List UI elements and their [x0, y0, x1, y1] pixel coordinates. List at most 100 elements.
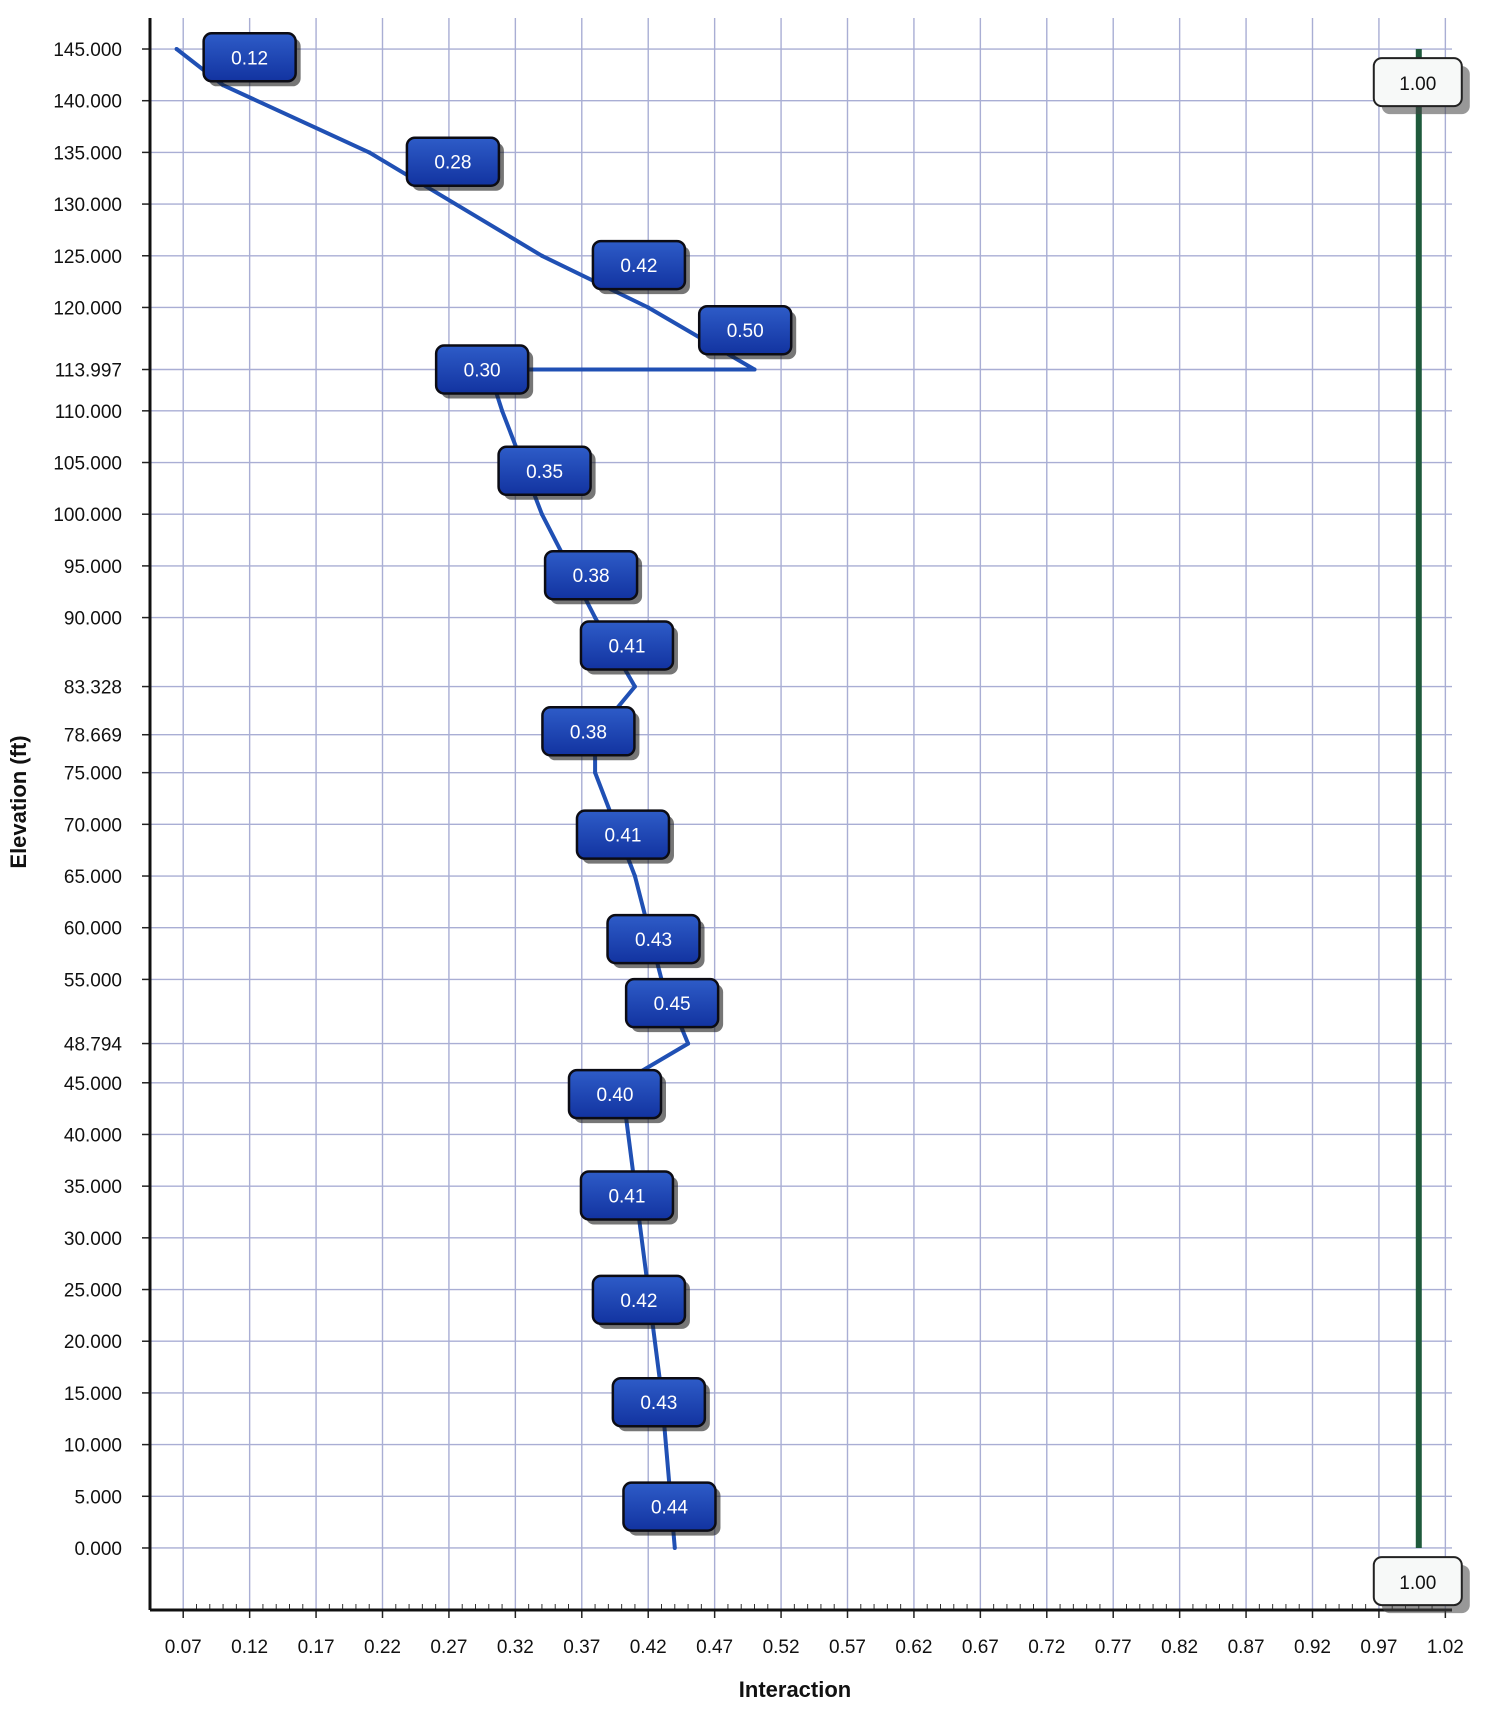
series-point	[632, 684, 637, 689]
y-tick-label: 83.328	[64, 678, 122, 699]
y-axis-ticks: 0.000 5.000 10.000 15.000 20.000 25.000 30.000…	[53, 40, 122, 1560]
x-tick-label: 0.52	[763, 1637, 800, 1658]
data-label: 0.38	[573, 566, 610, 587]
limit-label-box	[1372, 57, 1463, 108]
y-tick-label: 45.000	[64, 1074, 122, 1095]
data-label: 0.30	[464, 360, 501, 381]
y-tick-label: 60.000	[64, 919, 122, 940]
data-label-box	[202, 32, 297, 83]
limit-label: 1.00	[1399, 74, 1436, 95]
series-point	[367, 150, 372, 155]
data-label: 0.43	[635, 930, 672, 951]
data-label: 0.40	[597, 1085, 634, 1106]
data-label: 0.50	[727, 321, 764, 342]
y-tick-label: 40.000	[64, 1125, 122, 1146]
data-label-box	[606, 913, 701, 965]
y-tick-label: 90.000	[64, 609, 122, 630]
x-tick-label: 0.12	[231, 1637, 268, 1658]
y-tick-label: 35.000	[64, 1177, 122, 1198]
series-point	[500, 408, 505, 413]
data-label-box	[567, 1068, 663, 1120]
data-label: 0.41	[608, 1186, 645, 1207]
x-tick-label: 0.22	[364, 1637, 401, 1658]
data-label-box	[405, 136, 501, 187]
x-tick-label: 0.42	[630, 1637, 667, 1658]
data-label-box	[591, 1274, 687, 1326]
series-point	[593, 770, 598, 775]
y-tick-label: 95.000	[64, 557, 122, 578]
data-label-box	[434, 344, 530, 395]
data-label: 0.44	[651, 1498, 688, 1519]
data-label-box	[622, 1481, 717, 1532]
data-label-box	[575, 809, 671, 860]
data-label-box	[543, 549, 639, 601]
data-label: 0.12	[231, 48, 268, 69]
data-label-box	[591, 239, 687, 291]
y-tick-label: 65.000	[64, 867, 122, 888]
x-tick-label: 1.02	[1427, 1637, 1464, 1658]
y-tick-label: 110.000	[55, 402, 122, 423]
x-tick-label: 0.17	[298, 1637, 335, 1658]
y-tick-label: 30.000	[64, 1229, 122, 1250]
y-tick-label: 125.000	[53, 247, 122, 268]
y-tick-label: 0.000	[74, 1539, 122, 1560]
y-tick-label: 10.000	[64, 1436, 122, 1457]
data-label-box	[497, 445, 592, 497]
series-point	[174, 47, 179, 52]
x-tick-label: 0.32	[497, 1637, 534, 1658]
y-tick-label: 70.000	[64, 815, 122, 836]
limit-line-group: 1.00 1.00	[1372, 49, 1470, 1614]
x-tick-label: 0.77	[1095, 1637, 1132, 1658]
data-label-box	[611, 1376, 707, 1428]
y-tick-label: 105.000	[53, 454, 122, 475]
y-tick-label: 78.669	[64, 726, 122, 747]
data-label-box	[624, 977, 720, 1029]
x-tick-label: 0.87	[1228, 1637, 1265, 1658]
data-label-box	[541, 706, 636, 757]
x-axis-label: Interaction	[739, 1677, 851, 1702]
y-tick-label: 25.000	[64, 1281, 122, 1302]
axes	[142, 18, 1452, 1618]
data-label: 0.38	[570, 722, 607, 743]
series-point	[686, 1041, 691, 1046]
data-label-box	[579, 620, 675, 671]
data-label: 0.43	[640, 1393, 677, 1414]
y-tick-label: 15.000	[64, 1384, 122, 1405]
x-tick-label: 0.07	[165, 1637, 202, 1658]
grid	[150, 18, 1452, 1610]
data-label: 0.41	[604, 826, 641, 847]
y-tick-label: 20.000	[64, 1332, 122, 1353]
series-point	[632, 874, 637, 879]
y-tick-label: 113.997	[55, 361, 122, 382]
y-tick-label: 145.000	[53, 40, 122, 61]
data-label: 0.41	[608, 636, 645, 657]
limit-label-box	[1372, 1556, 1463, 1607]
y-tick-label: 140.000	[53, 92, 122, 113]
series-point	[646, 305, 651, 310]
limit-label: 1.00	[1399, 1573, 1436, 1594]
series-point	[672, 1545, 677, 1550]
y-tick-label: 130.000	[53, 195, 122, 216]
x-tick-label: 0.92	[1294, 1637, 1331, 1658]
y-tick-label: 55.000	[64, 970, 122, 991]
x-tick-label: 0.97	[1360, 1637, 1397, 1658]
x-tick-label: 0.57	[829, 1637, 866, 1658]
x-tick-label: 0.82	[1161, 1637, 1198, 1658]
data-label-box	[579, 1170, 675, 1221]
series-point	[752, 367, 757, 372]
series-point	[539, 512, 544, 517]
data-label: 0.45	[654, 994, 691, 1015]
y-tick-label: 75.000	[64, 764, 122, 785]
y-axis-label: Elevation (ft)	[6, 735, 31, 868]
x-tick-label: 0.27	[430, 1637, 467, 1658]
x-tick-label: 0.47	[696, 1637, 733, 1658]
x-tick-label: 0.37	[563, 1637, 600, 1658]
x-axis-ticks: 0.07 0.12 0.17 0.22 0.27 0.32 0.37 0.42 0.47 0.52…	[165, 1637, 1464, 1658]
data-label: 0.42	[620, 256, 657, 277]
y-tick-label: 48.794	[64, 1035, 123, 1056]
data-label-group: 0.12 0.28 0.42 0.50 0.30 0.35 0.38 0.41 0.38 0.41…	[202, 32, 797, 1536]
data-label: 0.42	[620, 1291, 657, 1312]
data-label-box	[697, 304, 793, 356]
data-label: 0.28	[434, 153, 471, 174]
